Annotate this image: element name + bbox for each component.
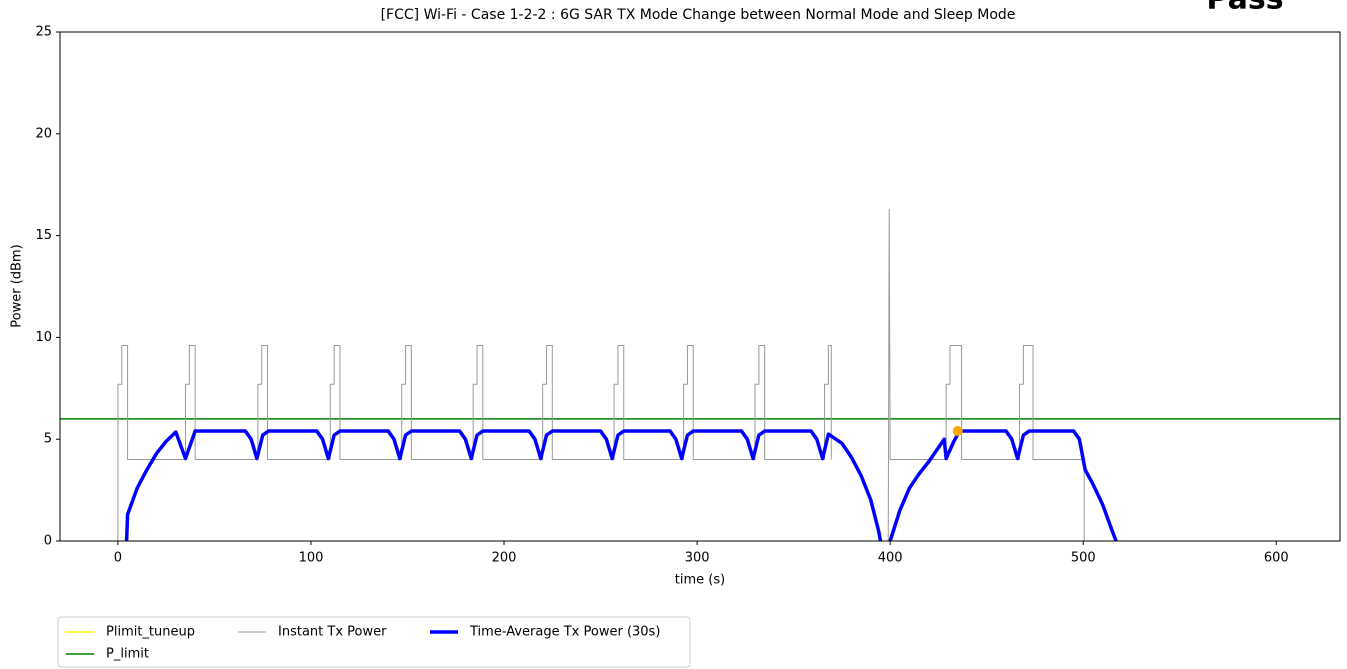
y-tick-label: 25 — [35, 25, 52, 40]
y-axis-label: Power (dBm) — [10, 244, 25, 327]
x-tick-label: 500 — [1071, 551, 1096, 566]
x-tick-label: 300 — [685, 551, 710, 566]
x-tick-label: 400 — [878, 551, 903, 566]
y-tick-label: 15 — [35, 228, 52, 243]
axes-frame — [59, 31, 1341, 542]
legend-label: Time-Average Tx Power (30s) — [469, 625, 660, 640]
legend-label: P_limit — [106, 647, 149, 662]
legend-label: Instant Tx Power — [278, 625, 387, 640]
legend-label: Plimit_tuneup — [106, 625, 195, 640]
pass-annotation: Pass — [1206, 0, 1283, 17]
x-tick-label: 100 — [299, 551, 324, 566]
x-tick-label: 0 — [114, 551, 122, 566]
x-tick-label: 200 — [492, 551, 517, 566]
x-axis-label: time (s) — [675, 573, 725, 588]
chart-title: [FCC] Wi-Fi - Case 1-2-2 : 6G SAR TX Mod… — [381, 7, 1016, 23]
x-tick-label: 600 — [1264, 551, 1289, 566]
y-tick-label: 0 — [44, 534, 52, 549]
y-tick-label: 5 — [44, 432, 52, 447]
y-tick-label: 10 — [35, 330, 52, 345]
series-line — [124, 429, 1118, 541]
plot-area — [60, 208, 1340, 541]
legend-box — [57, 616, 691, 668]
y-tick-label: 20 — [35, 126, 52, 141]
marker-point — [952, 426, 963, 437]
